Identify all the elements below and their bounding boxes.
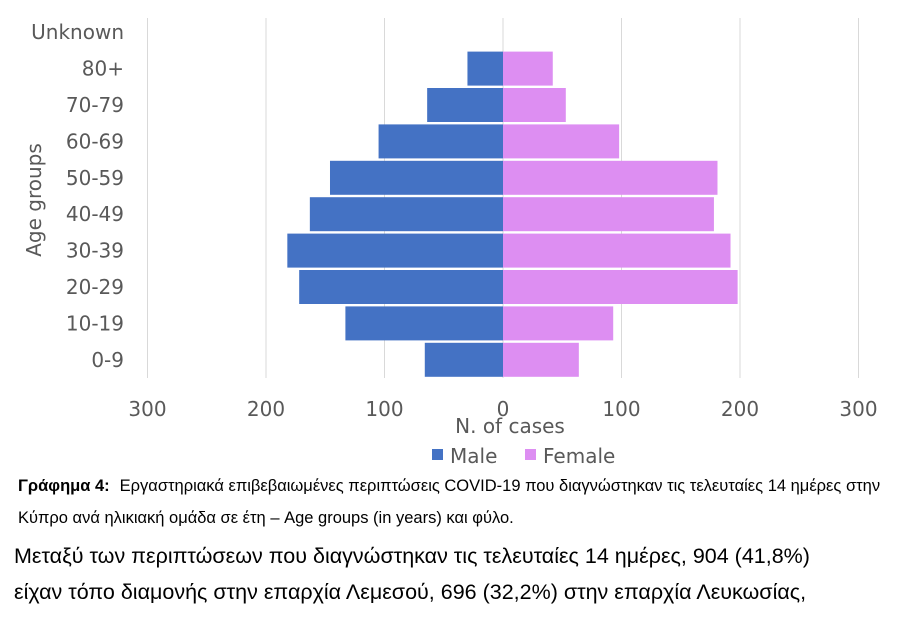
bar-female-50-59 — [503, 160, 718, 195]
y-tick-label: 10-19 — [66, 311, 124, 335]
bar-female-80+ — [503, 51, 553, 86]
bar-male-20-29 — [299, 270, 503, 304]
x-tick-labels: 300 200 100 0 100 200 300 — [128, 397, 877, 421]
y-tick-label: 20-29 — [66, 275, 124, 299]
bar-female-30-39 — [503, 233, 731, 268]
bar-male-0-9 — [424, 342, 503, 377]
y-tick-label: 80+ — [82, 57, 124, 81]
caption-label: Γράφημα 4: — [18, 477, 110, 495]
x-tick-label: 300 — [128, 397, 166, 421]
bar-female-60-69 — [503, 124, 620, 159]
legend: Male Female — [432, 444, 615, 468]
legend-label-female: Female — [543, 444, 615, 468]
x-tick-label: 200 — [247, 397, 285, 421]
y-axis-title: Age groups — [22, 143, 46, 257]
y-tick-label: 60-69 — [66, 129, 124, 153]
bar-male-40-49 — [309, 197, 503, 232]
bar-female-70-79 — [503, 88, 566, 122]
y-tick-label: Unknown — [31, 20, 124, 44]
y-tick-labels: 0-9 10-19 20-29 30-39 40-49 50-59 60-69 70-79 80… — [31, 20, 124, 372]
bar-male-70-79 — [427, 88, 503, 122]
y-tick-label: 50-59 — [66, 166, 124, 190]
x-tick-label: 100 — [365, 397, 403, 421]
x-axis-title: N. of cases — [455, 414, 565, 438]
y-tick-label: 40-49 — [66, 202, 124, 226]
y-tick-label: 70-79 — [66, 93, 124, 117]
bar-male-30-39 — [287, 233, 503, 268]
legend-swatch-female — [525, 449, 536, 460]
bar-male-80+ — [467, 51, 503, 86]
legend-label-male: Male — [450, 444, 497, 468]
x-tick-label: 200 — [721, 397, 759, 421]
bar-male-60-69 — [378, 124, 503, 159]
bar-male-10-19 — [345, 306, 503, 341]
x-tick-label: 300 — [839, 397, 877, 421]
figure-caption: Γράφημα 4: Εργαστηριακά επιβεβαιωμένες πε… — [18, 470, 888, 534]
body-paragraph: Μεταξύ των περιπτώσεων που διαγνώστηκαν … — [14, 538, 892, 610]
paragraph-line-2: είχαν τόπο διαμονής στην επαρχία Λεμεσού… — [14, 580, 807, 604]
x-tick-label: 100 — [602, 397, 640, 421]
bar-female-10-19 — [503, 306, 614, 341]
population-pyramid-chart: 0-9 10-19 20-29 30-39 40-49 50-59 60-69 70-79 80… — [22, 18, 878, 468]
bar-female-0-9 — [503, 342, 579, 377]
bars — [287, 51, 738, 377]
paragraph-line-1: Μεταξύ των περιπτώσεων που διαγνώστηκαν … — [14, 544, 810, 568]
y-tick-label: 30-39 — [66, 239, 124, 263]
legend-swatch-male — [432, 449, 443, 460]
caption-text: Εργαστηριακά επιβεβαιωμένες περιπτώσεις … — [18, 477, 881, 527]
bar-female-40-49 — [503, 197, 714, 232]
x-tick-label: 0 — [497, 397, 510, 421]
bar-female-20-29 — [503, 270, 738, 304]
y-tick-label: 0-9 — [91, 348, 124, 372]
bar-male-50-59 — [329, 160, 503, 195]
